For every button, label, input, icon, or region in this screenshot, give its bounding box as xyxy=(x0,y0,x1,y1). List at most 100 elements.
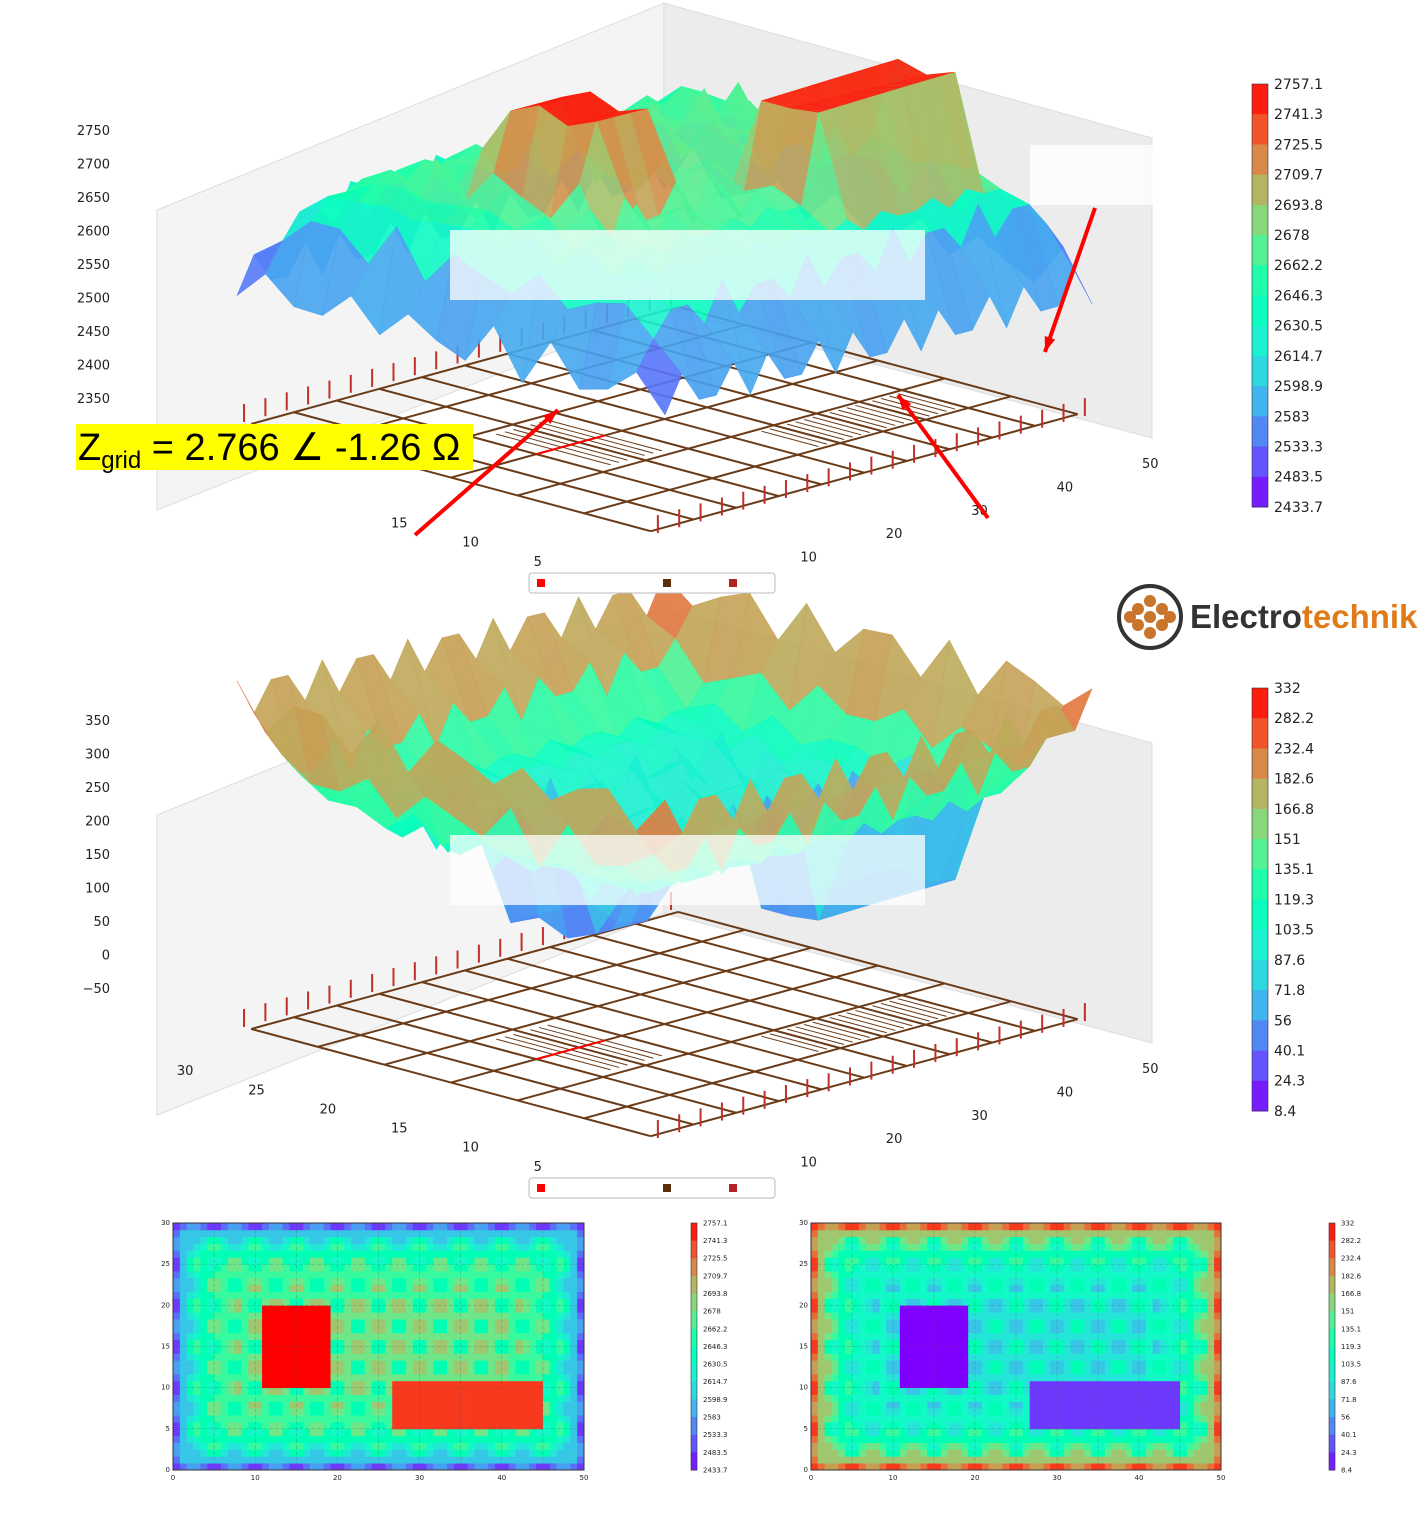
contour-cell xyxy=(488,1277,496,1286)
contour-cell xyxy=(570,1277,578,1286)
contour-cell xyxy=(1098,1442,1106,1450)
contour-cell xyxy=(248,1223,256,1231)
colorbar-band xyxy=(1252,235,1268,266)
contour-cell xyxy=(968,1415,976,1423)
contour-cell xyxy=(865,1257,873,1265)
contour-cell xyxy=(214,1463,222,1471)
contour-cell xyxy=(1091,1367,1099,1375)
contour-cell xyxy=(1050,1332,1058,1341)
contour-cell xyxy=(399,1435,407,1443)
contour-cell xyxy=(811,1271,819,1279)
contour-cell xyxy=(440,1435,448,1443)
contour-cell xyxy=(173,1367,181,1375)
contour-cell xyxy=(453,1387,462,1395)
contour-cell xyxy=(508,1332,516,1341)
contour-cell xyxy=(1104,1353,1113,1361)
contour-cell xyxy=(981,1236,990,1244)
contour-cell xyxy=(1057,1449,1065,1457)
contour-cell xyxy=(193,1387,201,1395)
contour-cell xyxy=(1104,1223,1113,1231)
contour-cell xyxy=(947,1428,955,1437)
contour-cell xyxy=(947,1236,955,1244)
contour-cell xyxy=(1132,1339,1140,1347)
contour-cell xyxy=(988,1229,996,1238)
contour-cell xyxy=(207,1415,215,1423)
colorbar-band xyxy=(1252,446,1268,478)
colorbar-tick: 56 xyxy=(1274,1013,1292,1029)
contour-cell xyxy=(310,1319,318,1327)
contour-cell xyxy=(940,1277,949,1286)
contour-cell xyxy=(378,1421,386,1430)
contour-cell xyxy=(262,1463,270,1471)
contour-cell xyxy=(481,1353,489,1361)
contour-cell xyxy=(392,1250,400,1258)
contour-cell xyxy=(282,1442,290,1450)
contour-cell xyxy=(323,1380,331,1389)
contour-cell xyxy=(467,1312,475,1320)
contour-cell xyxy=(1057,1421,1065,1430)
contour-cell xyxy=(282,1456,290,1464)
contour-cell xyxy=(831,1223,839,1231)
contour-cell xyxy=(858,1236,867,1244)
contour-cell xyxy=(1098,1394,1106,1402)
contour-cell xyxy=(522,1325,530,1334)
contour-cell xyxy=(934,1373,942,1382)
contour-cell xyxy=(1063,1325,1072,1334)
contour-cell xyxy=(392,1298,400,1306)
contour-cell xyxy=(1009,1250,1017,1258)
contour-cell xyxy=(1029,1325,1037,1334)
contour-cell xyxy=(241,1229,249,1238)
contour-cell xyxy=(412,1264,420,1272)
contour-cell xyxy=(419,1415,427,1423)
contour-cell xyxy=(1084,1449,1092,1457)
contour-cell xyxy=(865,1312,873,1320)
contour-cell xyxy=(858,1243,867,1251)
contour-cell xyxy=(412,1394,420,1402)
contour-cell xyxy=(1070,1325,1078,1334)
contour-cell xyxy=(947,1243,955,1251)
contour-cell xyxy=(1022,1284,1031,1293)
mesh-conductor xyxy=(889,1000,947,1017)
contour-cell xyxy=(275,1319,283,1327)
contour-cell xyxy=(981,1229,990,1238)
contour-cell xyxy=(296,1277,304,1286)
contour-cell xyxy=(214,1312,222,1320)
contour-cell xyxy=(179,1428,188,1437)
contour-cell xyxy=(433,1408,441,1416)
colorbar-tick: 2709.7 xyxy=(703,1272,728,1280)
contour-cell xyxy=(988,1360,996,1368)
contour-cell xyxy=(385,1257,393,1265)
contour-cell xyxy=(940,1373,949,1382)
contour-cell xyxy=(811,1401,819,1409)
contour-cell xyxy=(522,1456,530,1464)
contour-cell xyxy=(310,1442,318,1450)
contour-cell xyxy=(460,1415,468,1423)
contour-cell xyxy=(357,1346,366,1354)
contour-cell xyxy=(1022,1305,1031,1313)
contour-cell xyxy=(289,1360,297,1368)
contour-cell xyxy=(845,1277,853,1286)
contour-cell xyxy=(255,1346,263,1354)
contour-cell xyxy=(501,1373,510,1382)
contour-cell xyxy=(186,1325,194,1334)
contour-cell xyxy=(207,1264,215,1272)
contour-cell xyxy=(255,1298,263,1306)
contour-cell xyxy=(262,1250,270,1258)
contour-cell xyxy=(364,1401,373,1409)
contour-cell xyxy=(460,1387,468,1395)
contour-cell xyxy=(440,1401,448,1409)
contour-cell xyxy=(1098,1298,1106,1306)
contour-cell xyxy=(1002,1415,1010,1423)
contour-cell xyxy=(577,1394,585,1402)
contour-cell xyxy=(501,1264,510,1272)
contour-cell xyxy=(330,1415,338,1423)
contour-cell xyxy=(920,1264,928,1272)
contour-cell xyxy=(1036,1277,1044,1286)
contour-cell xyxy=(501,1353,510,1361)
colorbar-band xyxy=(691,1293,697,1312)
contour-cell xyxy=(1070,1277,1078,1286)
contour-cell xyxy=(1016,1291,1024,1299)
contour-cell xyxy=(405,1339,414,1347)
contour-cell xyxy=(536,1442,544,1450)
contour-cell xyxy=(364,1367,373,1375)
